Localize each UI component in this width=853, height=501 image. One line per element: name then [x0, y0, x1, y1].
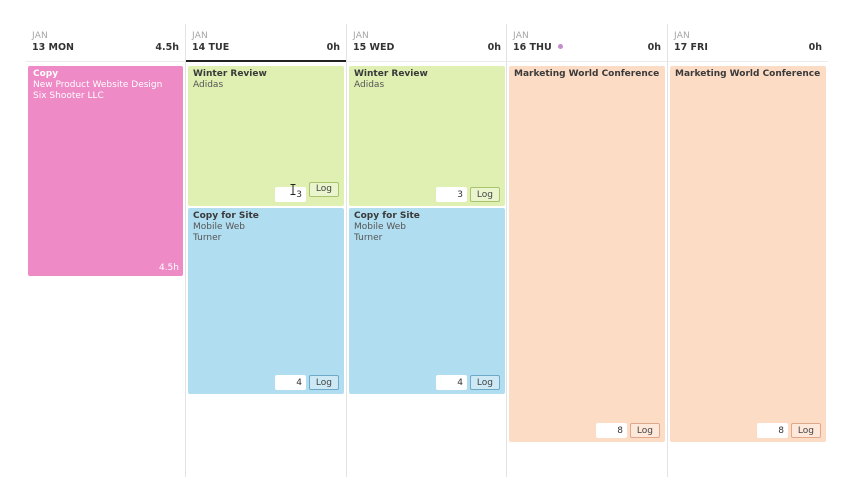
day-month: JAN	[674, 31, 690, 41]
time-entry-marketing-conference[interactable]: Marketing World Conference Log	[509, 66, 665, 442]
log-button[interactable]: Log	[790, 423, 821, 438]
day-column-tue: JAN 14 TUE 0h Winter Review Adidas Log C…	[185, 24, 346, 477]
day-month: JAN	[192, 31, 208, 41]
log-row: Log	[595, 423, 660, 438]
day-date-text: 16 THU	[513, 42, 552, 53]
entry-task: Copy	[33, 69, 59, 79]
entry-client: Turner	[193, 233, 222, 243]
log-button[interactable]: Log	[308, 375, 339, 390]
day-column-mon: JAN 13 MON 4.5h Copy New Product Website…	[26, 24, 185, 477]
log-row: Log	[435, 187, 500, 202]
entry-total-hours: 4.5h	[158, 263, 179, 273]
hours-input[interactable]	[756, 423, 788, 438]
entry-task: Marketing World Conference	[675, 69, 821, 79]
day-date: 16 THU	[513, 42, 563, 53]
entry-project: Mobile Web	[193, 222, 246, 232]
day-hours-total: 0h	[647, 42, 661, 53]
day-month: JAN	[353, 31, 369, 41]
day-hours-total: 0h	[487, 42, 501, 53]
day-header-mon[interactable]: JAN 13 MON 4.5h	[26, 24, 185, 62]
day-hours-total: 0h	[808, 42, 822, 53]
log-row: Log	[274, 181, 339, 202]
entry-client: Adidas	[354, 80, 385, 90]
log-row: Log	[274, 375, 339, 390]
time-entry-copy[interactable]: Copy New Product Website Design Six Shoo…	[28, 66, 183, 276]
time-entry-marketing-conference[interactable]: Marketing World Conference Log	[670, 66, 826, 442]
day-column-wed: JAN 15 WED 0h Winter Review Adidas Log C…	[346, 24, 507, 477]
entry-task: Copy for Site	[354, 211, 420, 221]
day-column-fri: JAN 17 FRI 0h Marketing World Conference…	[667, 24, 828, 477]
entry-task: Winter Review	[354, 69, 428, 79]
day-header-tue[interactable]: JAN 14 TUE 0h	[186, 24, 346, 62]
entry-task: Marketing World Conference	[514, 69, 660, 79]
log-button[interactable]: Log	[629, 423, 660, 438]
entry-task: Winter Review	[193, 69, 267, 79]
day-header-fri[interactable]: JAN 17 FRI 0h	[668, 24, 828, 62]
time-entry-winter-review[interactable]: Winter Review Adidas Log	[349, 66, 505, 206]
log-button[interactable]: Log	[469, 187, 500, 202]
day-date: 17 FRI	[674, 42, 708, 53]
time-entry-copy-for-site[interactable]: Copy for Site Mobile Web Turner Log	[349, 208, 505, 394]
log-button[interactable]: Log	[469, 375, 500, 390]
hours-input-wrap	[274, 182, 306, 202]
entry-task: Copy for Site	[193, 211, 259, 221]
hours-input[interactable]	[595, 423, 627, 438]
entry-client: Adidas	[193, 80, 224, 90]
entry-client: Turner	[354, 233, 383, 243]
hours-input[interactable]	[274, 375, 306, 390]
entry-project: New Product Website Design	[33, 80, 163, 90]
time-entry-winter-review[interactable]: Winter Review Adidas Log	[188, 66, 344, 206]
hours-input[interactable]	[435, 187, 467, 202]
hours-input[interactable]	[274, 187, 306, 202]
day-date: 13 MON	[32, 42, 75, 53]
hours-input[interactable]	[435, 375, 467, 390]
log-row: Log	[756, 423, 821, 438]
day-date: 15 WED	[353, 42, 395, 53]
day-header-thu[interactable]: JAN 16 THU 0h	[507, 24, 667, 62]
text-cursor-icon	[290, 183, 296, 195]
day-month: JAN	[513, 31, 529, 41]
day-hours-total: 4.5h	[155, 42, 179, 53]
entry-project: Mobile Web	[354, 222, 407, 232]
day-hours-total: 0h	[326, 42, 340, 53]
day-date: 14 TUE	[192, 42, 230, 53]
time-entry-copy-for-site[interactable]: Copy for Site Mobile Web Turner Log	[188, 208, 344, 394]
today-indicator-icon	[557, 44, 563, 49]
log-row: Log	[435, 375, 500, 390]
entry-client: Six Shooter LLC	[33, 91, 104, 101]
day-header-wed[interactable]: JAN 15 WED 0h	[347, 24, 507, 62]
day-column-thu: JAN 16 THU 0h Marketing World Conference…	[506, 24, 667, 477]
log-button[interactable]: Log	[308, 181, 339, 197]
day-month: JAN	[32, 31, 48, 41]
